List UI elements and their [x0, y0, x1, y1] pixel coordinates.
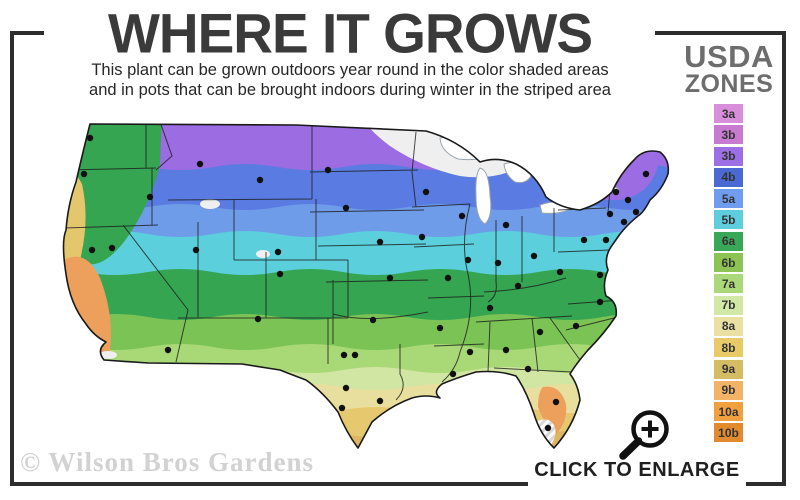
city-dot [458, 212, 466, 220]
legend-zone-swatch-8b: 8b [714, 338, 743, 358]
click-to-enlarge-label: CLICK TO ENLARGE [534, 459, 740, 481]
us-hardiness-zone-map[interactable] [28, 112, 678, 462]
city-dot [596, 271, 604, 279]
city-dot [276, 270, 284, 278]
city-dot [552, 398, 560, 406]
legend-zone-swatch-10a: 10a [714, 402, 743, 422]
city-dot [612, 188, 620, 196]
city-dot [422, 188, 430, 196]
legend-heading-line-2: ZONES [684, 70, 774, 99]
legend-zone-swatch-5a: 5a [714, 189, 743, 209]
pacific-coast-gold-zone [63, 166, 86, 287]
legend-zone-swatch-9b: 9b [714, 380, 743, 400]
city-dot [369, 316, 377, 324]
city-dot [351, 351, 359, 359]
usda-zones-legend-heading: USDA ZONES [668, 39, 790, 99]
usda-zones-legend: 3a 3b 3b 4b 5a 5b 6a 6b 7a 7b 8a 8b 9a 9b 10a 10b [714, 104, 743, 443]
city-dot [502, 346, 510, 354]
frame-border-left [10, 31, 14, 486]
frame-border-right [782, 31, 786, 486]
legend-zone-swatch-6a: 6a [714, 231, 743, 251]
city-dot [486, 304, 494, 312]
city-dot [338, 404, 346, 412]
legend-zone-swatch-6b: 6b [714, 253, 743, 273]
frame-border-top-left-segment [10, 31, 44, 35]
city-dot [256, 176, 264, 184]
city-dot [494, 259, 502, 267]
subtitle: This plant can be grown outdoors year ro… [0, 60, 700, 100]
page-title: WHERE IT GROWS [107, 1, 593, 65]
city-dot [444, 274, 452, 282]
florida-orange-zone [538, 386, 567, 434]
city-dots [80, 134, 650, 432]
city-dot [624, 196, 632, 204]
legend-zone-swatch-7b: 7b [714, 295, 743, 315]
city-dot [254, 315, 262, 323]
city-dot [342, 204, 350, 212]
legend-zone-swatch-5b: 5b [714, 210, 743, 230]
city-dot [196, 160, 204, 168]
rockies-uncolored-patch [200, 199, 220, 209]
watermark: © Wilson Bros Gardens [20, 447, 314, 477]
city-dot [530, 252, 538, 260]
frame-border-bottom-right-segment [746, 482, 786, 486]
city-dot [192, 246, 200, 254]
legend-zone-swatch-8a: 8a [714, 316, 743, 336]
city-dot [274, 248, 282, 256]
city-dot [524, 365, 532, 373]
frame-border-bottom-left-segment [10, 482, 528, 486]
city-dot [632, 208, 640, 216]
legend-zone-swatch-3b: 3b [714, 146, 743, 166]
city-dot [376, 397, 384, 405]
city-dot [536, 328, 544, 336]
subtitle-line-2: and in pots that can be brought indoors … [89, 81, 611, 100]
city-dot [386, 274, 394, 282]
rockies-uncolored-patch-2 [256, 250, 270, 258]
city-dot [449, 370, 457, 378]
click-to-enlarge-button[interactable]: CLICK TO ENLARGE [528, 402, 746, 486]
city-dot [606, 210, 614, 218]
legend-zone-swatch-7a: 7a [714, 274, 743, 294]
city-dot [466, 348, 474, 356]
legend-zone-swatch-3a: 3a [714, 104, 743, 123]
california-orange-zone [64, 256, 111, 360]
city-dot [80, 170, 88, 178]
legend-zone-swatch-10b: 10b [714, 423, 743, 443]
city-dot [464, 256, 472, 264]
city-dot [580, 236, 588, 244]
city-dot [342, 384, 350, 392]
legend-zone-swatch-9a: 9a [714, 359, 743, 379]
city-dot [642, 170, 650, 178]
city-dot [572, 322, 580, 330]
city-dot [502, 221, 510, 229]
city-dot [436, 324, 444, 332]
city-dot [376, 238, 384, 246]
city-dot [146, 193, 154, 201]
city-dot [556, 268, 564, 276]
city-dot [596, 298, 604, 306]
legend-zone-swatch-4b: 4b [714, 167, 743, 187]
legend-heading-line-1: USDA [684, 39, 774, 74]
city-dot [164, 346, 172, 354]
city-dot [108, 244, 116, 252]
socal-uncolored-patch [99, 351, 117, 359]
city-dot [514, 282, 522, 290]
city-dot [602, 236, 610, 244]
magnifier-plus-icon [619, 410, 669, 460]
us-outline [62, 123, 670, 449]
city-dot [324, 166, 332, 174]
frame-border-top-right-segment [655, 31, 786, 35]
city-dot [88, 246, 96, 254]
city-dot [340, 351, 348, 359]
city-dot [544, 424, 552, 432]
city-dot [620, 218, 628, 226]
subtitle-line-1: This plant can be grown outdoors year ro… [91, 61, 609, 79]
state-borders [63, 124, 623, 401]
lake-michigan [475, 167, 492, 225]
legend-zone-swatch-3b: 3b [714, 125, 743, 145]
city-dot [86, 134, 94, 142]
city-dot [418, 233, 426, 241]
